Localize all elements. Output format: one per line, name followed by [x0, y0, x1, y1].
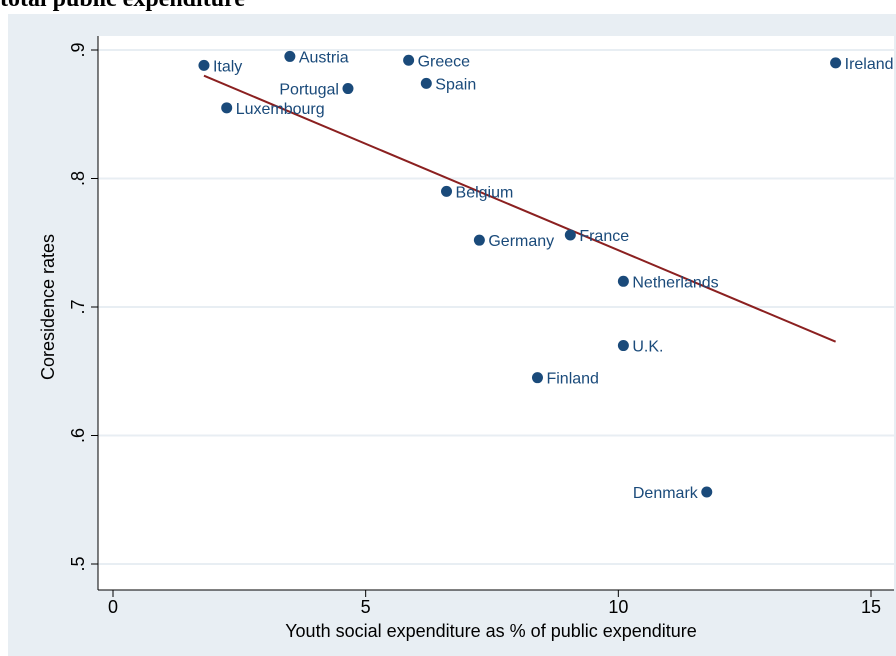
point-label: Italy [213, 58, 242, 75]
point-label: U.K. [632, 339, 663, 356]
point-label: Portugal [279, 82, 339, 99]
data-point [198, 59, 210, 71]
y-tick-label: .6 [68, 428, 88, 443]
data-point [420, 77, 432, 89]
y-tick-label: .5 [68, 556, 88, 571]
point-label: Netherlands [632, 274, 718, 291]
data-point [531, 372, 543, 384]
fit-line-layer [203, 74, 837, 343]
point-label: Finland [546, 371, 598, 388]
x-tick-label: 0 [108, 597, 118, 617]
point-label: Greece [418, 53, 471, 70]
data-point [403, 54, 415, 66]
x-axis-title: Youth social expenditure as % of public … [285, 621, 697, 641]
fit-line [203, 74, 837, 343]
y-axis-title: Coresidence rates [38, 234, 58, 380]
x-tick-label: 5 [361, 597, 371, 617]
y-tick-label: .8 [68, 171, 88, 186]
plot-area [98, 36, 894, 590]
point-label: Germany [488, 233, 554, 250]
data-point [701, 486, 713, 498]
data-point [342, 83, 354, 95]
point-label: Belgium [456, 184, 514, 201]
x-tick-label: 10 [608, 597, 628, 617]
point-label: Spain [435, 76, 476, 93]
point-label: Austria [299, 49, 349, 66]
y-tick-label: .7 [68, 299, 88, 314]
data-point [617, 340, 629, 352]
data-point [221, 102, 233, 114]
point-labels: Italy Austria Greece Ireland Portugal Spain Lu… [213, 49, 894, 502]
data-point [441, 185, 453, 197]
point-label: Denmark [633, 485, 699, 502]
figure-header-text: total public expenditure [0, 0, 896, 14]
y-tick-label: .9 [68, 42, 88, 57]
x-tick-label: 15 [861, 597, 881, 617]
data-point [473, 234, 485, 246]
point-label: Ireland [845, 56, 894, 73]
point-label: France [579, 228, 629, 245]
data-point [564, 229, 576, 241]
data-points [198, 50, 842, 498]
point-label: Luxembourg [236, 101, 325, 118]
data-point [617, 275, 629, 287]
data-point [284, 50, 296, 62]
data-point [830, 57, 842, 69]
gridlines [98, 49, 894, 565]
axes: .5 .6 .7 .8 .9 0 5 10 15 [68, 36, 894, 617]
